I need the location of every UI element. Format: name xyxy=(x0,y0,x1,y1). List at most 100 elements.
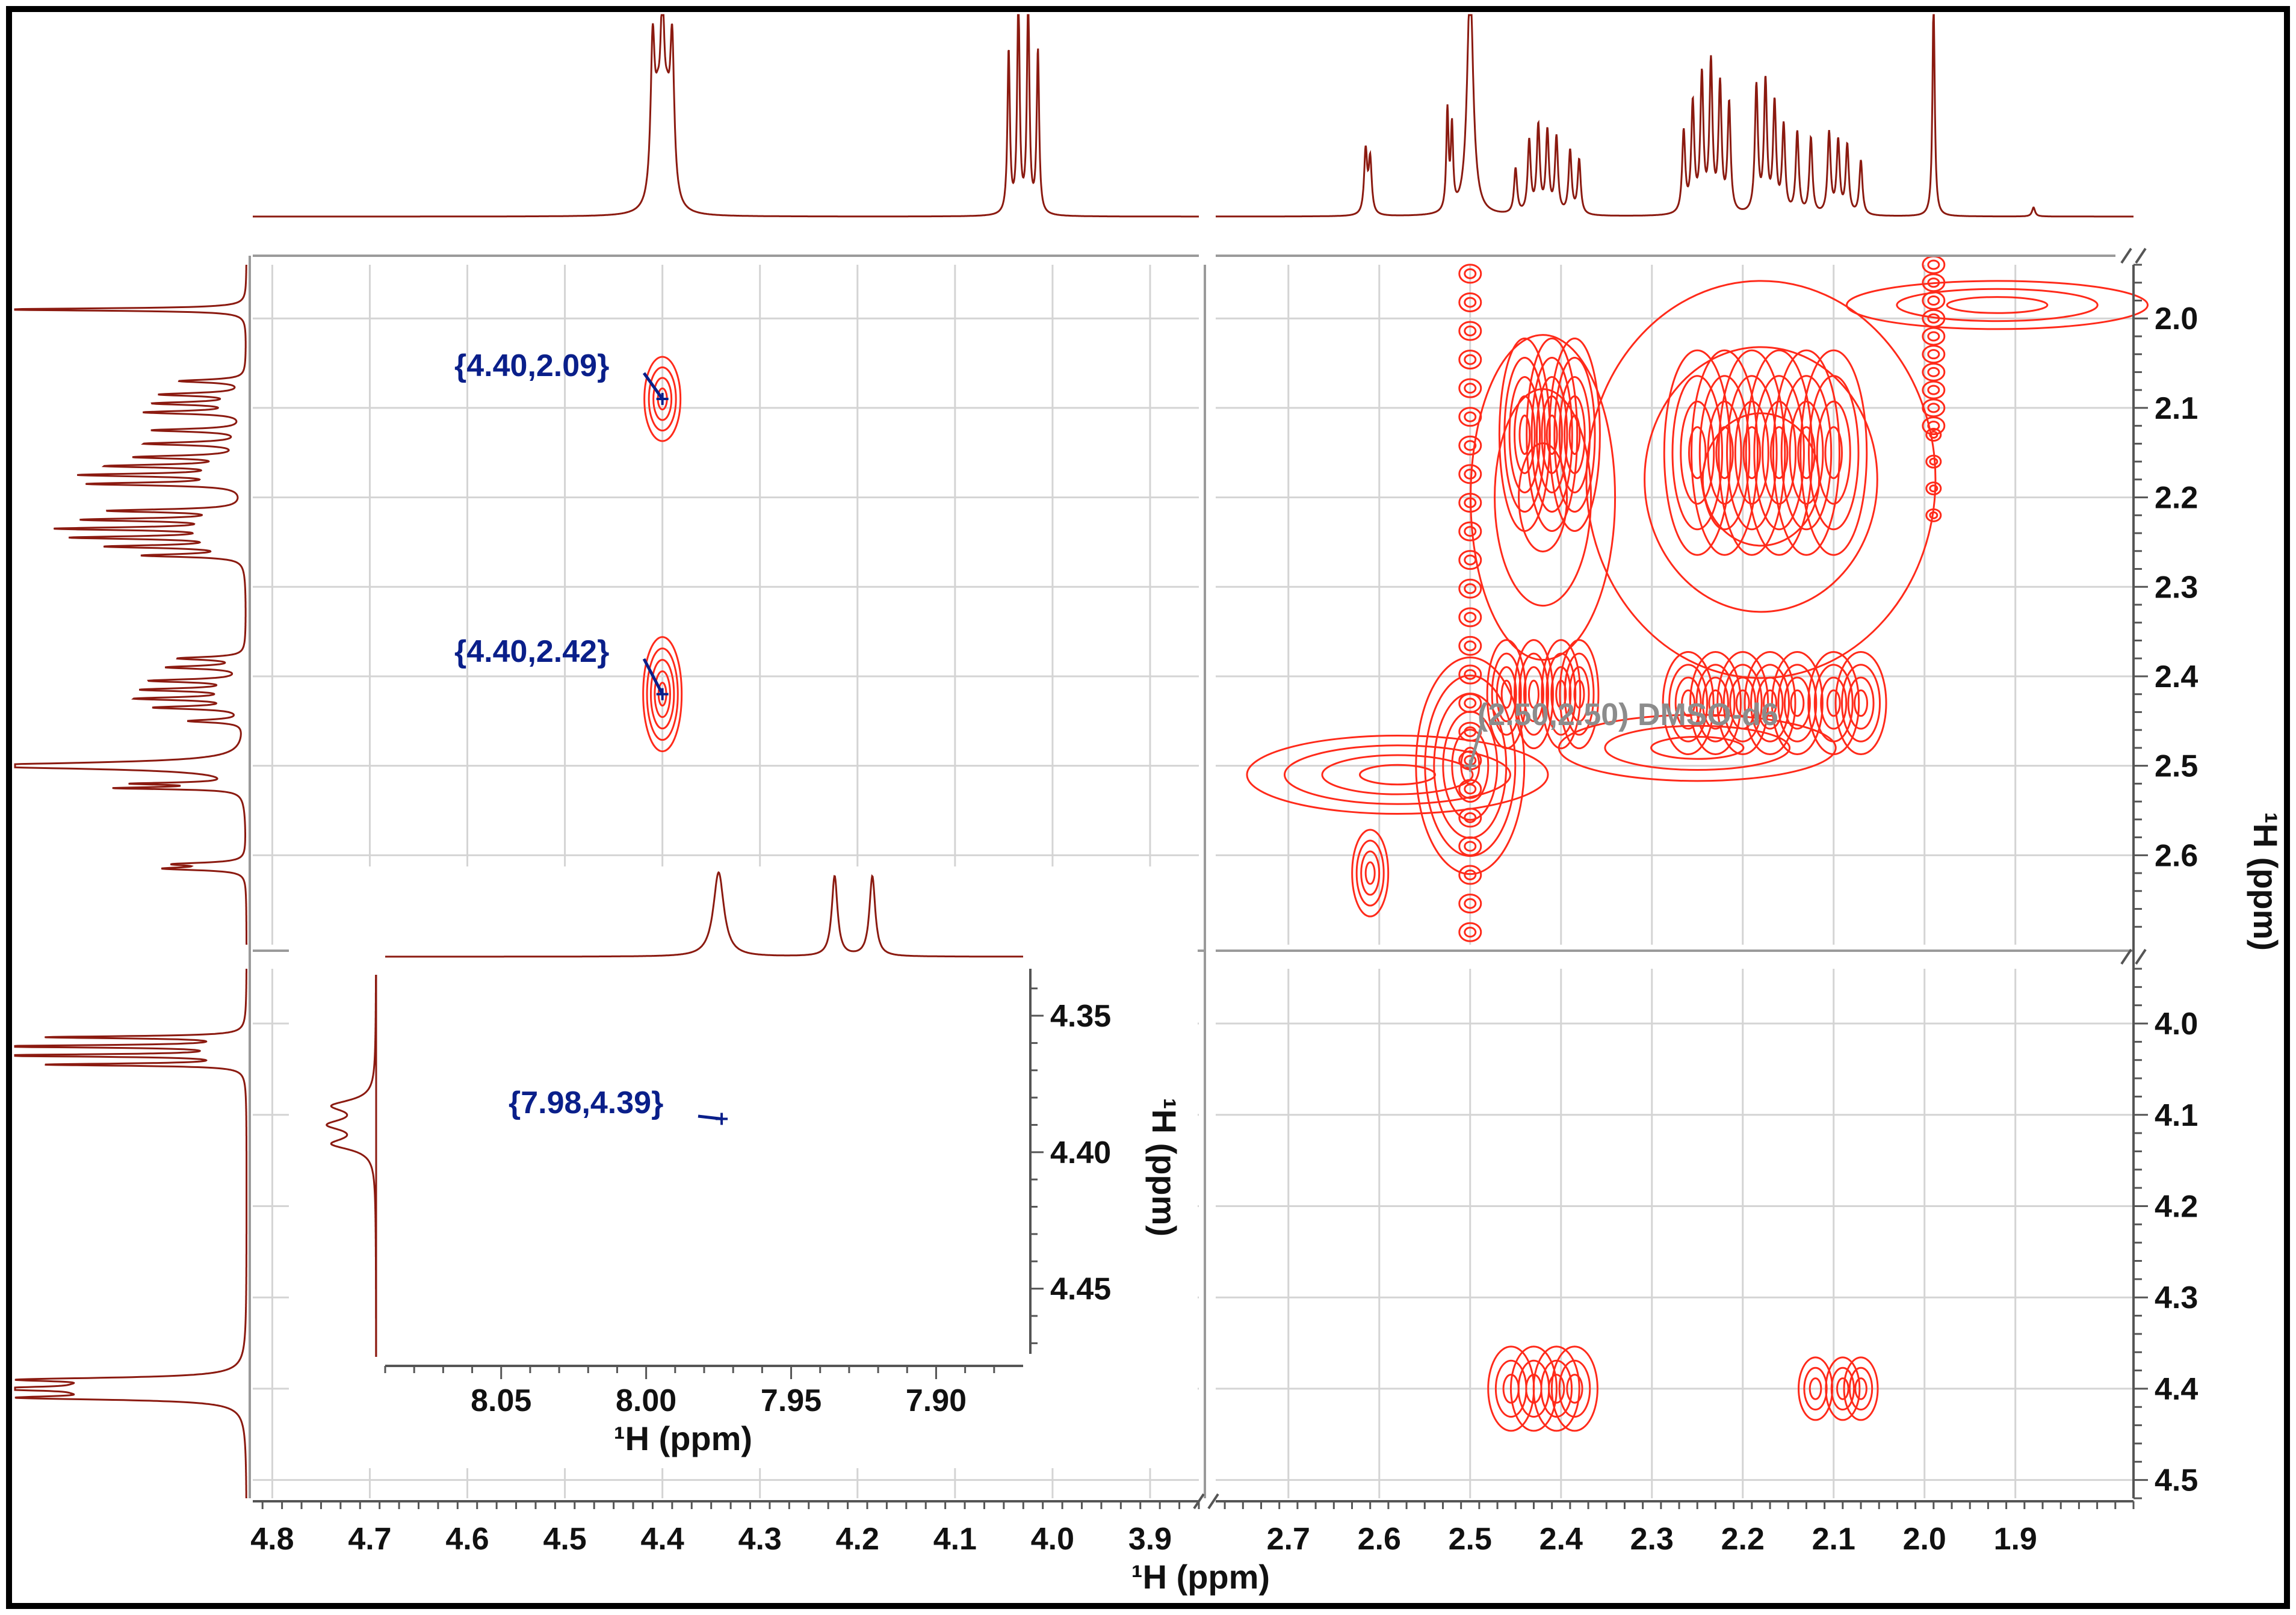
solvent-diagonal-contour xyxy=(1460,747,1481,785)
solvent-column-contour xyxy=(1464,812,1477,823)
cross-peak-contour xyxy=(1494,388,1592,607)
cross-peak-contour xyxy=(1841,664,1881,743)
inset-x-tick-label: 8.00 xyxy=(616,1383,676,1418)
singlet-column-contour xyxy=(1927,366,1940,377)
x-tick-label: 2.0 xyxy=(1903,1522,1946,1557)
cross-peak-contour xyxy=(1518,652,1549,736)
solvent-streak-contour xyxy=(1604,724,1791,771)
solvent-column-contour xyxy=(1464,383,1477,394)
singlet-column-contour xyxy=(1922,309,1946,328)
solvent-column-contour xyxy=(1464,841,1477,852)
singlet-column-contour xyxy=(1929,484,1939,493)
cross-peak-contour xyxy=(1351,829,1390,918)
solvent-column-contour xyxy=(1464,297,1477,308)
cross-peak-contour xyxy=(1470,334,1617,661)
cross-peak-contour xyxy=(1799,349,1868,556)
x-tick-label: 2.6 xyxy=(1358,1522,1401,1557)
y-tick-label: 4.4 xyxy=(2155,1372,2198,1407)
singlet-column-contour xyxy=(1925,428,1942,442)
y-tick-label: 2.4 xyxy=(2155,659,2198,694)
inset-x-axis-title: ¹H (ppm) xyxy=(614,1419,752,1457)
cross-peak-contour xyxy=(1763,689,1778,717)
singlet-column-contour xyxy=(1929,457,1939,466)
solvent-streak-contour xyxy=(1321,754,1474,795)
solvent-streak-contour xyxy=(1246,735,1549,815)
cross-peak-contour xyxy=(1847,676,1875,730)
cross-peak-contour xyxy=(1813,664,1854,743)
singlet-column-contour xyxy=(1929,431,1939,439)
singlet-column-contour xyxy=(1922,416,1946,436)
inset-y-tick-label: 4.35 xyxy=(1050,999,1111,1034)
cross-peak-contour xyxy=(654,670,671,718)
cross-peak-contour xyxy=(1771,651,1824,756)
solvent-column-contour xyxy=(1464,640,1477,652)
cross-peak-contour xyxy=(1750,664,1790,743)
singlet-streak-contour xyxy=(1946,296,2049,314)
peak-annotation-leader xyxy=(642,372,664,400)
inset-x-tick-label: 8.05 xyxy=(471,1383,531,1418)
cross-peak-contour xyxy=(642,636,683,753)
cross-peak-contour xyxy=(1518,415,1531,455)
solvent-column-contour xyxy=(1458,435,1482,455)
inset-top-spectrum xyxy=(385,871,1023,958)
singlet-column-contour xyxy=(1925,508,1942,522)
annotations: {4.40,2.09} {4.40,2.42} (2.50,2.50) DMSO-d… xyxy=(454,348,1778,772)
singlet-column-contour xyxy=(1927,421,1940,431)
cross-peak-contour xyxy=(1364,861,1376,885)
solvent-column-contour xyxy=(1464,611,1477,623)
x-tick-label: 2.7 xyxy=(1267,1522,1310,1557)
x-tick-label: 4.0 xyxy=(1031,1522,1074,1557)
cross-peak-contour xyxy=(1824,426,1843,480)
x-axis-title: ¹H (ppm) xyxy=(1131,1558,1270,1596)
solvent-column-contour xyxy=(1458,378,1482,398)
y-axis-break-mark xyxy=(2120,948,2132,965)
cross-peak-contour xyxy=(1701,412,1821,547)
cross-peak-contour xyxy=(1568,666,1590,723)
cross-peak-contour xyxy=(1734,400,1769,505)
x-axis-break-mark xyxy=(1207,1493,1219,1510)
singlet-column-contour xyxy=(1922,380,1946,400)
solvent-column-contour xyxy=(1464,526,1477,537)
x-tick-label: 2.4 xyxy=(1539,1522,1583,1557)
singlet-column-contour xyxy=(1922,362,1946,381)
cross-peak-contour xyxy=(1535,376,1568,493)
cross-peak-contour xyxy=(1541,639,1582,750)
cross-peak-contour xyxy=(1826,689,1841,717)
singlet-column-contour xyxy=(1927,295,1940,306)
x-tick-label: 2.5 xyxy=(1449,1522,1492,1557)
cross-peak-contour xyxy=(1834,651,1887,756)
solvent-column-contour xyxy=(1464,669,1477,680)
solvent-streak-contour xyxy=(1358,764,1436,786)
solvent-column-contour xyxy=(1464,898,1477,909)
x-tick-label: 4.6 xyxy=(445,1522,489,1557)
cross-peak-contour xyxy=(1564,652,1595,736)
cross-peak-contour xyxy=(1508,376,1541,493)
y-axis-break-mark xyxy=(2135,948,2147,965)
solvent-column-contour xyxy=(1464,468,1477,480)
cross-peak-contour xyxy=(1772,349,1840,556)
cross-peak-contour xyxy=(1689,651,1742,756)
solvent-diagonal-contour xyxy=(1424,675,1517,857)
cross-peak-contour xyxy=(1735,689,1750,717)
singlet-column-contour xyxy=(1927,384,1940,395)
cross-peak-contour xyxy=(1530,357,1573,513)
cross-peak-contour xyxy=(1491,652,1522,736)
cross-peak-contour xyxy=(1513,639,1554,750)
contour-layer xyxy=(642,255,2149,1432)
singlet-column-contour xyxy=(1922,291,1946,310)
cross-peak-contour xyxy=(1500,679,1512,709)
cross-peak-contour xyxy=(1585,280,1937,679)
y-axis-title: ¹H (ppm) xyxy=(2247,812,2285,951)
cross-peak-contour xyxy=(1777,664,1818,743)
cross-peak-contour xyxy=(1830,1366,1855,1411)
singlet-column-contour xyxy=(1927,313,1940,324)
solvent-annotation-label: (2.50,2.50) DMSO-d6 xyxy=(1478,697,1778,732)
x-tick-label: 2.3 xyxy=(1630,1522,1674,1557)
cross-peak-contour xyxy=(1573,679,1585,709)
cross-peak-contour xyxy=(1355,839,1385,907)
cross-peak-contour xyxy=(1680,400,1715,505)
cross-peak-contour xyxy=(1790,689,1805,717)
singlet-column-contour xyxy=(1922,327,1946,346)
solvent-column-contour xyxy=(1458,578,1482,599)
